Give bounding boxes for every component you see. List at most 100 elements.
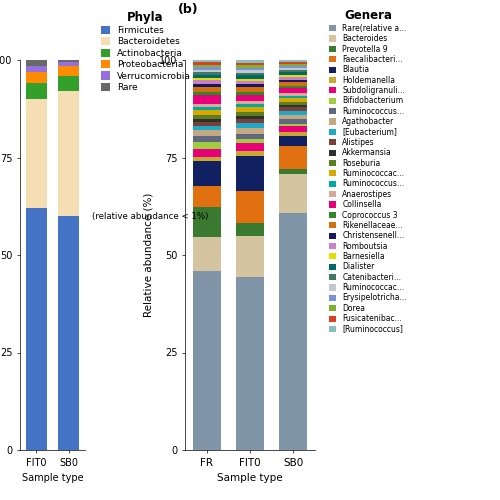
Bar	[58, 62, 80, 66]
Bar	[192, 70, 220, 72]
Bar	[236, 151, 264, 156]
Bar	[58, 91, 80, 216]
Bar	[192, 150, 220, 156]
Bar	[279, 126, 308, 132]
Bar	[236, 101, 264, 104]
Bar	[192, 65, 220, 68]
Bar	[192, 84, 220, 87]
Bar	[236, 95, 264, 101]
Bar	[26, 72, 47, 84]
Bar	[192, 122, 220, 126]
Bar	[279, 174, 308, 213]
Bar	[192, 130, 220, 136]
Bar	[236, 116, 264, 119]
Bar	[26, 208, 47, 450]
Bar	[279, 108, 308, 111]
Bar	[192, 110, 220, 115]
Bar	[279, 111, 308, 114]
Bar	[236, 68, 264, 70]
Bar	[279, 86, 308, 88]
Bar	[192, 236, 220, 270]
Bar	[192, 78, 220, 80]
Bar	[236, 236, 264, 278]
Bar	[192, 62, 220, 65]
Bar	[236, 124, 264, 128]
Bar	[279, 132, 308, 136]
Bar	[279, 106, 308, 108]
Text: (relative abundance < 1%): (relative abundance < 1%)	[92, 212, 209, 222]
Bar	[279, 62, 308, 64]
Bar	[236, 112, 264, 116]
Bar	[192, 126, 220, 130]
Bar	[58, 76, 80, 91]
Bar	[58, 60, 80, 62]
Bar	[279, 68, 308, 70]
Bar	[192, 136, 220, 142]
Bar	[236, 70, 264, 73]
Bar	[236, 88, 264, 92]
Bar	[58, 66, 80, 76]
Bar	[279, 102, 308, 105]
Bar	[279, 77, 308, 80]
Bar	[192, 68, 220, 70]
Bar	[236, 108, 264, 112]
X-axis label: Sample type: Sample type	[22, 473, 84, 483]
Bar	[236, 134, 264, 140]
Bar	[192, 186, 220, 208]
Bar	[192, 87, 220, 92]
Bar	[236, 143, 264, 151]
Bar	[236, 84, 264, 87]
Bar	[279, 82, 308, 86]
Bar	[236, 156, 264, 191]
Bar	[279, 60, 308, 62]
Bar	[192, 119, 220, 122]
Bar	[236, 278, 264, 450]
Legend: Rare(relative a..., Bacteroides, Prevotella 9, Faecalibacteri..., Blautia, Holde: Rare(relative a..., Bacteroides, Prevote…	[326, 6, 410, 336]
Bar	[236, 223, 264, 236]
Y-axis label: Relative abundance (%): Relative abundance (%)	[144, 193, 154, 317]
Bar	[236, 62, 264, 65]
Bar	[236, 128, 264, 134]
Bar	[236, 104, 264, 108]
Bar	[192, 270, 220, 450]
Bar	[192, 60, 220, 62]
Bar	[279, 213, 308, 450]
Bar	[279, 75, 308, 77]
Bar	[279, 80, 308, 82]
Bar	[26, 66, 47, 71]
Bar	[192, 162, 220, 186]
Bar	[236, 76, 264, 78]
Bar	[279, 88, 308, 93]
Bar	[236, 140, 264, 143]
Bar	[279, 93, 308, 96]
Bar	[192, 115, 220, 119]
Bar	[279, 96, 308, 98]
Bar	[236, 92, 264, 95]
Bar	[26, 84, 47, 99]
Bar	[236, 78, 264, 81]
Bar	[192, 142, 220, 150]
Bar	[26, 99, 47, 208]
Bar	[279, 72, 308, 75]
Bar	[192, 208, 220, 236]
Bar	[279, 146, 308, 169]
Bar	[236, 119, 264, 124]
Bar	[279, 70, 308, 72]
Bar	[279, 114, 308, 119]
Bar	[279, 64, 308, 66]
Bar	[236, 65, 264, 68]
Text: (b): (b)	[178, 2, 198, 16]
Bar	[192, 107, 220, 110]
Bar	[192, 80, 220, 84]
Bar	[192, 104, 220, 107]
Bar	[279, 66, 308, 68]
Bar	[236, 60, 264, 62]
Bar	[58, 216, 80, 450]
Bar	[236, 81, 264, 84]
Bar	[236, 191, 264, 223]
Bar	[279, 169, 308, 174]
Bar	[279, 136, 308, 146]
X-axis label: Sample type: Sample type	[217, 473, 283, 483]
Bar	[192, 72, 220, 74]
Bar	[192, 156, 220, 162]
